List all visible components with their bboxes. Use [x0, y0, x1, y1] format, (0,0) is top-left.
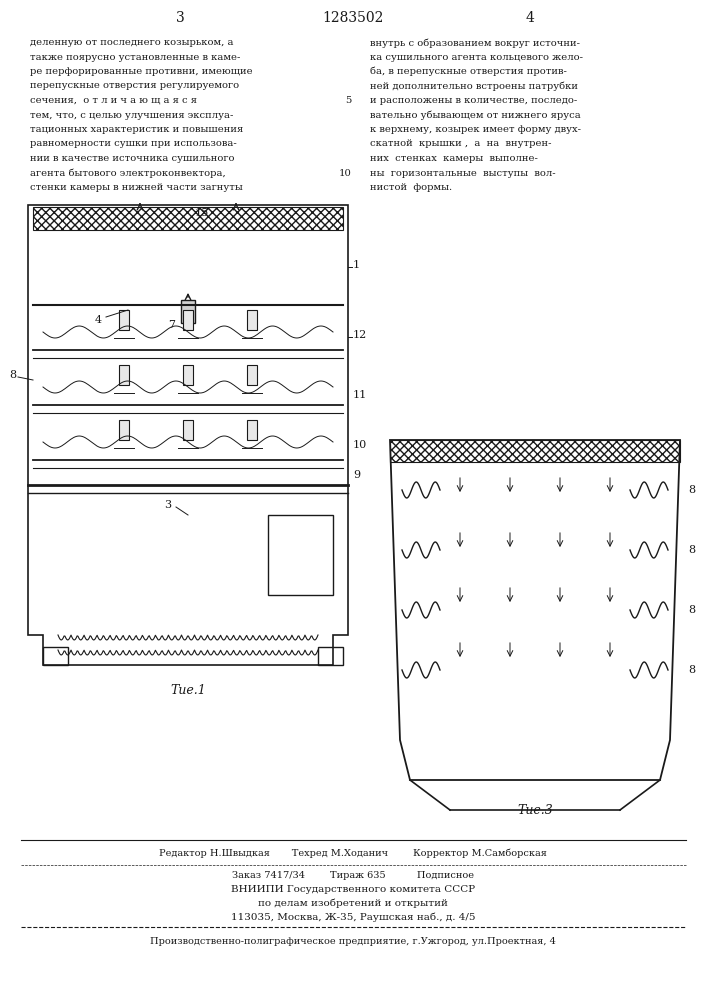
Text: нистой  формы.: нистой формы. [370, 183, 452, 192]
Text: ка сушильного агента кольцевого жело-: ка сушильного агента кольцевого жело- [370, 52, 583, 62]
Text: 9: 9 [353, 470, 360, 480]
Bar [183, 420, 193, 440]
Text: деленную от последнего козырьком, а: деленную от последнего козырьком, а [30, 38, 233, 47]
Text: 7: 7 [168, 320, 175, 330]
Text: Производственно-полиграфическое предприятие, г.Ужгород, ул.Проектная, 4: Производственно-полиграфическое предприя… [150, 936, 556, 946]
Text: сечения,  о т л и ч а ю щ а я с я: сечения, о т л и ч а ю щ а я с я [30, 96, 197, 105]
Text: ба, в перепускные отверстия против-: ба, в перепускные отверстия против- [370, 67, 567, 77]
Text: 15: 15 [194, 208, 209, 218]
Text: 11: 11 [353, 390, 367, 400]
Text: 1: 1 [353, 260, 360, 270]
Text: агента бытового электроконвектора,: агента бытового электроконвектора, [30, 168, 226, 178]
Text: них  стенках  камеры  выполне-: них стенках камеры выполне- [370, 154, 538, 163]
Text: 8: 8 [688, 665, 695, 675]
Text: ней дополнительно встроены патрубки: ней дополнительно встроены патрубки [370, 82, 578, 91]
Bar [119, 310, 129, 330]
Text: ны  горизонтальные  выступы  вол-: ны горизонтальные выступы вол- [370, 168, 556, 178]
Text: 10: 10 [339, 168, 352, 178]
Bar [268, 515, 333, 595]
Text: 8: 8 [688, 545, 695, 555]
Text: скатной  крышки ,  а  на  внутрен-: скатной крышки , а на внутрен- [370, 139, 551, 148]
Bar [247, 310, 257, 330]
Text: 10: 10 [353, 440, 367, 450]
Bar [183, 365, 193, 385]
Text: перепускные отверстия регулируемого: перепускные отверстия регулируемого [30, 82, 239, 91]
Text: 3: 3 [175, 11, 185, 25]
Bar [119, 420, 129, 440]
Text: 5: 5 [346, 96, 352, 105]
Text: 1283502: 1283502 [322, 11, 384, 25]
Bar [318, 647, 343, 665]
Text: тем, что, с целью улучшения эксплуа-: тем, что, с целью улучшения эксплуа- [30, 110, 233, 119]
Text: Τие.3: Τие.3 [517, 804, 553, 816]
Text: 3: 3 [165, 500, 172, 510]
Text: 4: 4 [525, 11, 534, 25]
Text: внутрь с образованием вокруг источни-: внутрь с образованием вокруг источни- [370, 38, 580, 47]
Bar [247, 420, 257, 440]
Text: стенки камеры в нижней части загнуты: стенки камеры в нижней части загнуты [30, 183, 243, 192]
Text: 12: 12 [353, 330, 367, 340]
Text: нии в качестве источника сушильного: нии в качестве источника сушильного [30, 154, 235, 163]
Bar [183, 310, 193, 330]
Text: 8: 8 [688, 485, 695, 495]
Text: ВНИИПИ Государственного комитета СССР: ВНИИПИ Государственного комитета СССР [231, 884, 475, 894]
Bar [119, 365, 129, 385]
Bar [181, 300, 195, 323]
Text: Заказ 7417/34        Тираж 635          Подписное: Заказ 7417/34 Тираж 635 Подписное [232, 870, 474, 880]
Text: к верхнему, козырек имеет форму двух-: к верхнему, козырек имеет форму двух- [370, 125, 581, 134]
Text: по делам изобретений и открытий: по делам изобретений и открытий [258, 898, 448, 908]
Text: 8: 8 [9, 370, 16, 380]
Text: вательно убывающем от нижнего яруса: вательно убывающем от нижнего яруса [370, 110, 580, 120]
Text: равномерности сушки при использова-: равномерности сушки при использова- [30, 139, 237, 148]
Text: 113035, Москва, Ж-35, Раушская наб., д. 4/5: 113035, Москва, Ж-35, Раушская наб., д. … [230, 912, 475, 922]
Text: также поярусно установленные в каме-: также поярусно установленные в каме- [30, 52, 240, 62]
Text: и расположены в количестве, последо-: и расположены в количестве, последо- [370, 96, 577, 105]
Text: ре перфорированные противни, имеющие: ре перфорированные противни, имеющие [30, 67, 252, 76]
Text: тационных характеристик и повышения: тационных характеристик и повышения [30, 125, 243, 134]
Text: Редактор Н.Швыдкая       Техред М.Ходанич        Корректор М.Самборская: Редактор Н.Швыдкая Техред М.Ходанич Корр… [159, 848, 547, 858]
Text: 8: 8 [688, 605, 695, 615]
Text: Τие.1: Τие.1 [170, 684, 206, 696]
Bar [43, 647, 68, 665]
Bar [247, 365, 257, 385]
Text: 4: 4 [95, 315, 102, 325]
